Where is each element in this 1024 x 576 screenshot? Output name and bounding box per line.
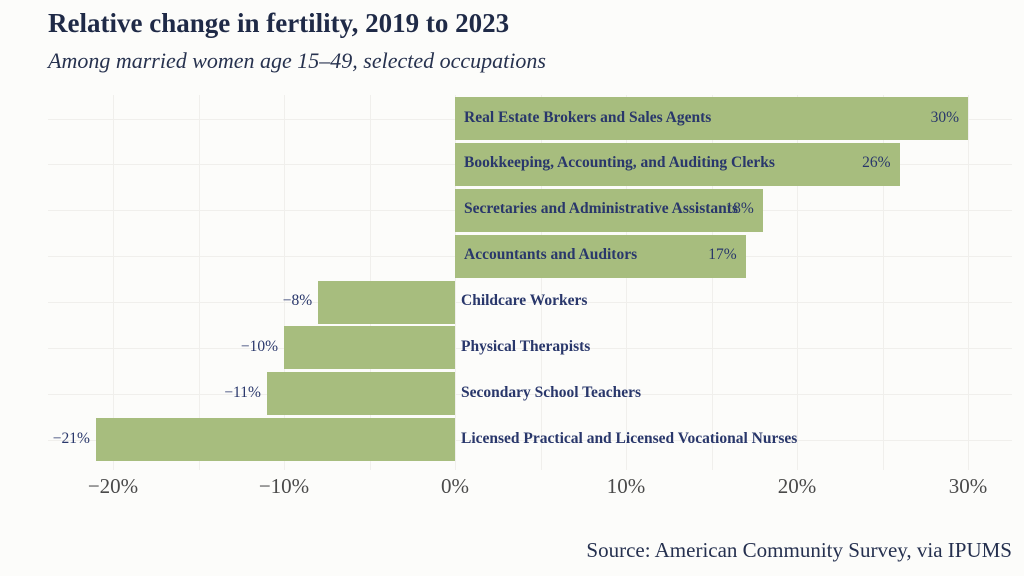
gridline-vertical [284,95,285,470]
x-tick-label: −10% [258,474,310,498]
gridline-vertical [455,95,456,470]
bar-4 [318,280,455,324]
gridline-vertical [711,95,713,470]
bar-5 [284,326,455,370]
bar-category-label: Real Estate Brokers and Sales Agents [464,108,712,126]
bar-category-label: Secretaries and Administrative Assistant… [464,200,738,218]
bar-6 [266,372,455,416]
bar-category-label: Physical Therapists [461,337,591,355]
bar-2 [455,188,763,232]
gridline-horizontal [48,347,1012,349]
x-tick-label: 0% [441,474,469,498]
bar-category-label: Secondary School Teachers [461,383,641,401]
bar-value-label: −21% [52,429,90,447]
x-tick-label: 20% [777,474,817,498]
gridline-vertical [626,95,627,470]
bar-category-label: Childcare Workers [461,292,588,309]
gridline-vertical [968,95,969,470]
bar-0 [455,97,968,140]
bar-value-label: 26% [862,154,891,172]
gridline-vertical [797,95,798,470]
x-tick-label: −20% [87,474,139,498]
bar-category-label: Bookkeeping, Accounting, and Auditing Cl… [464,154,775,172]
gridline-vertical [113,95,114,470]
x-tick-label: 30% [948,474,988,498]
gridline-horizontal [48,393,1012,395]
bar-7 [95,418,455,462]
bar-value-label: −8% [282,292,313,309]
bar-3 [455,234,746,278]
bar-category-label: Accountants and Auditors [464,246,638,264]
bar-value-label: −10% [240,337,278,355]
x-tick-label: 10% [606,474,646,498]
gridline-horizontal [48,439,1012,441]
chart-title: Relative change in fertility, 2019 to 20… [48,8,510,38]
bar-1 [455,142,900,186]
gridline-vertical [540,95,542,470]
chart-subtitle: Among married women age 15–49, selected … [48,48,546,73]
source-note: Source: American Community Survey, via I… [586,538,1012,562]
bar-category-label: Licensed Practical and Licensed Vocation… [461,429,798,447]
bar-value-label: −11% [224,383,261,401]
bar-value-label: 18% [725,200,754,218]
gridline-vertical [198,95,200,470]
gridline-vertical [882,95,884,470]
bar-value-label: 17% [708,246,737,264]
bar-value-label: 30% [930,108,959,126]
gridline-horizontal [48,302,1012,303]
